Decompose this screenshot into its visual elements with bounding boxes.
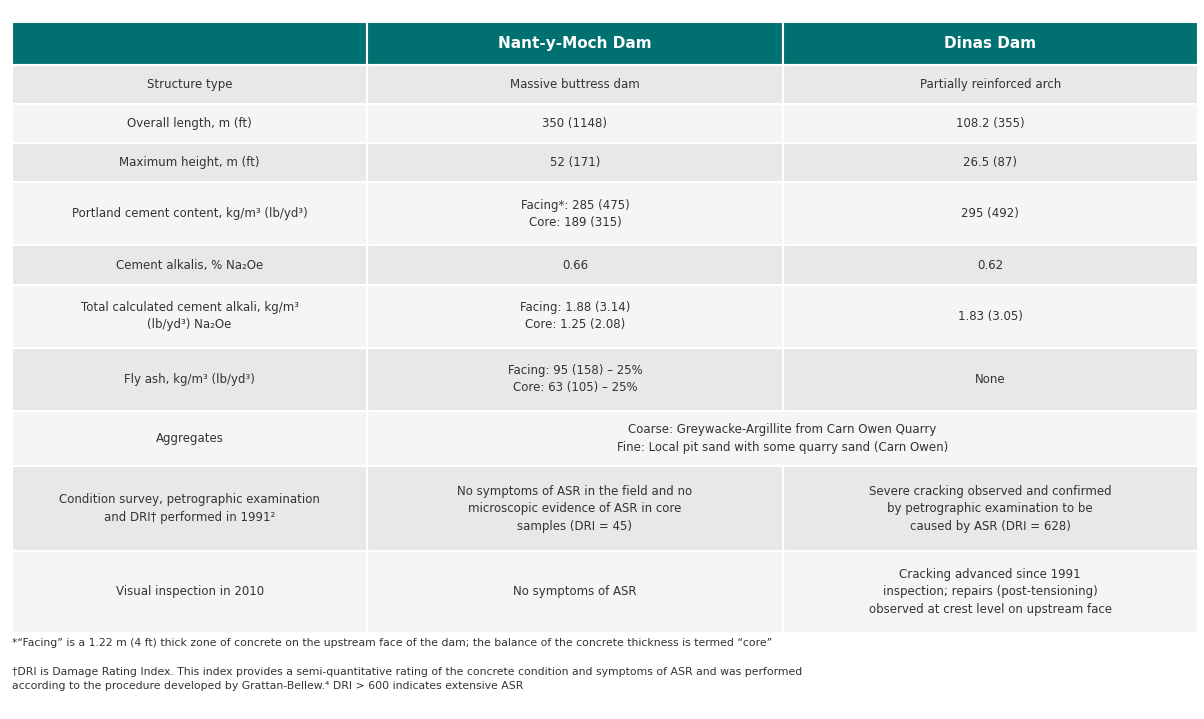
Text: Facing: 95 (158) – 25%
Core: 63 (105) – 25%: Facing: 95 (158) – 25% Core: 63 (105) – … xyxy=(508,364,642,394)
Text: Facing*: 285 (475)
Core: 189 (315): Facing*: 285 (475) Core: 189 (315) xyxy=(520,198,630,229)
Bar xyxy=(783,143,1198,183)
Text: Visual inspection in 2010: Visual inspection in 2010 xyxy=(116,585,264,598)
Bar xyxy=(12,411,367,466)
Bar xyxy=(367,466,783,551)
Bar xyxy=(783,104,1198,143)
Bar xyxy=(367,551,783,633)
Text: 1.83 (3.05): 1.83 (3.05) xyxy=(958,310,1022,323)
Bar xyxy=(12,466,367,551)
Bar xyxy=(12,143,367,183)
Bar xyxy=(783,22,1198,65)
Text: Total calculated cement alkali, kg/m³
(lb/yd³) Na₂Oe: Total calculated cement alkali, kg/m³ (l… xyxy=(81,301,299,331)
Text: Structure type: Structure type xyxy=(147,78,232,91)
Text: 350 (1148): 350 (1148) xyxy=(543,117,607,130)
Text: 26.5 (87): 26.5 (87) xyxy=(963,156,1017,170)
Bar xyxy=(367,285,783,347)
Text: Aggregates: Aggregates xyxy=(155,432,224,445)
Bar xyxy=(367,411,1198,466)
Bar xyxy=(367,347,783,411)
Text: Partially reinforced arch: Partially reinforced arch xyxy=(920,78,1061,91)
Bar xyxy=(783,466,1198,551)
Text: 52 (171): 52 (171) xyxy=(550,156,600,170)
Bar xyxy=(367,104,783,143)
Bar xyxy=(783,285,1198,347)
Text: Dinas Dam: Dinas Dam xyxy=(944,36,1037,50)
Bar xyxy=(367,22,783,65)
Text: 108.2 (355): 108.2 (355) xyxy=(956,117,1025,130)
Bar xyxy=(367,143,783,183)
Bar xyxy=(783,245,1198,285)
Bar xyxy=(12,104,367,143)
Text: Severe cracking observed and confirmed
by petrographic examination to be
caused : Severe cracking observed and confirmed b… xyxy=(869,485,1111,533)
Bar xyxy=(367,65,783,104)
Text: *“Facing” is a 1.22 m (4 ft) thick zone of concrete on the upstream face of the : *“Facing” is a 1.22 m (4 ft) thick zone … xyxy=(12,638,772,649)
Text: Cement alkalis, % Na₂Oe: Cement alkalis, % Na₂Oe xyxy=(116,259,264,272)
Text: No symptoms of ASR in the field and no
microscopic evidence of ASR in core
sampl: No symptoms of ASR in the field and no m… xyxy=(458,485,692,533)
Text: 0.66: 0.66 xyxy=(562,259,588,272)
Text: 295 (492): 295 (492) xyxy=(961,208,1020,221)
Bar xyxy=(783,183,1198,245)
Bar xyxy=(367,245,783,285)
Text: None: None xyxy=(975,372,1005,385)
Text: Fly ash, kg/m³ (lb/yd³): Fly ash, kg/m³ (lb/yd³) xyxy=(124,372,255,385)
Text: 0.62: 0.62 xyxy=(978,259,1003,272)
Text: Nant-y-Moch Dam: Nant-y-Moch Dam xyxy=(498,36,651,50)
Bar xyxy=(12,245,367,285)
Text: Condition survey, petrographic examination
and DRI† performed in 1991²: Condition survey, petrographic examinati… xyxy=(59,493,320,524)
Bar xyxy=(12,22,367,65)
Text: Maximum height, m (ft): Maximum height, m (ft) xyxy=(119,156,260,170)
Bar xyxy=(12,183,367,245)
Text: Portland cement content, kg/m³ (lb/yd³): Portland cement content, kg/m³ (lb/yd³) xyxy=(72,208,307,221)
Text: Overall length, m (ft): Overall length, m (ft) xyxy=(128,117,252,130)
Bar xyxy=(367,183,783,245)
Text: Coarse: Greywacke-Argillite from Carn Owen Quarry
Fine: Local pit sand with some: Coarse: Greywacke-Argillite from Carn Ow… xyxy=(616,423,949,454)
Bar xyxy=(12,551,367,633)
Bar xyxy=(12,347,367,411)
Bar xyxy=(12,65,367,104)
Bar xyxy=(783,551,1198,633)
Text: Cracking advanced since 1991
inspection; repairs (post-tensioning)
observed at c: Cracking advanced since 1991 inspection;… xyxy=(869,568,1111,616)
Text: No symptoms of ASR: No symptoms of ASR xyxy=(513,585,637,598)
Bar xyxy=(12,285,367,347)
Text: Massive buttress dam: Massive buttress dam xyxy=(510,78,639,91)
Bar xyxy=(783,347,1198,411)
Text: †DRI is Damage Rating Index. This index provides a semi-quantitative rating of t: †DRI is Damage Rating Index. This index … xyxy=(12,667,802,691)
Bar xyxy=(783,65,1198,104)
Text: Facing: 1.88 (3.14)
Core: 1.25 (2.08): Facing: 1.88 (3.14) Core: 1.25 (2.08) xyxy=(520,301,630,331)
